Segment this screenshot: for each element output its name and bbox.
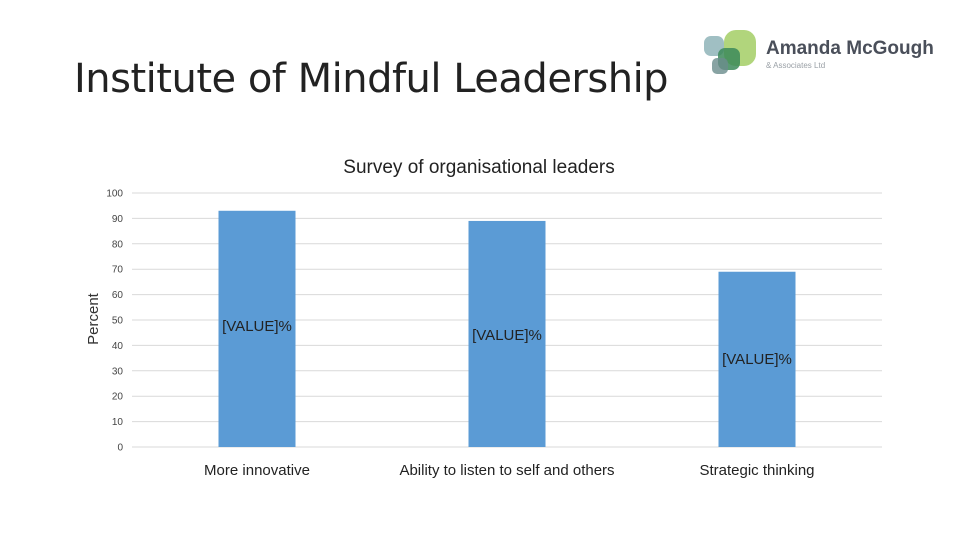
y-tick-label: 70 bbox=[112, 265, 124, 276]
category-label: More innovative bbox=[204, 462, 310, 479]
y-tick-label: 90 bbox=[112, 214, 124, 225]
category-label: Strategic thinking bbox=[699, 462, 814, 479]
logo-mark-icon bbox=[704, 30, 756, 74]
company-logo: Amanda McGough & Associates Ltd bbox=[700, 28, 940, 80]
data-label: [VALUE]% bbox=[222, 318, 292, 335]
logo-subtitle: & Associates Ltd bbox=[766, 61, 826, 70]
bar bbox=[218, 210, 296, 447]
category-label: Ability to listen to self and others bbox=[399, 462, 614, 479]
bar bbox=[718, 271, 796, 447]
y-tick-label: 10 bbox=[112, 417, 124, 428]
y-tick-label: 20 bbox=[112, 392, 124, 403]
y-tick-label: 40 bbox=[112, 341, 124, 352]
y-tick-label: 50 bbox=[112, 316, 124, 327]
data-label: [VALUE]% bbox=[722, 351, 792, 368]
bar bbox=[468, 220, 546, 447]
chart-title: Survey of organisational leaders bbox=[343, 157, 614, 178]
y-tick-label: 100 bbox=[106, 189, 123, 200]
y-tick-label: 0 bbox=[117, 443, 123, 454]
y-tick-label: 80 bbox=[112, 239, 124, 250]
data-label: [VALUE]% bbox=[472, 327, 542, 344]
logo-name: Amanda McGough bbox=[766, 38, 934, 59]
y-tick-label: 60 bbox=[112, 290, 124, 301]
y-axis-label: Percent bbox=[85, 292, 102, 345]
y-tick-label: 30 bbox=[112, 366, 124, 377]
slide-title: Institute of Mindful Leadership bbox=[74, 56, 669, 102]
